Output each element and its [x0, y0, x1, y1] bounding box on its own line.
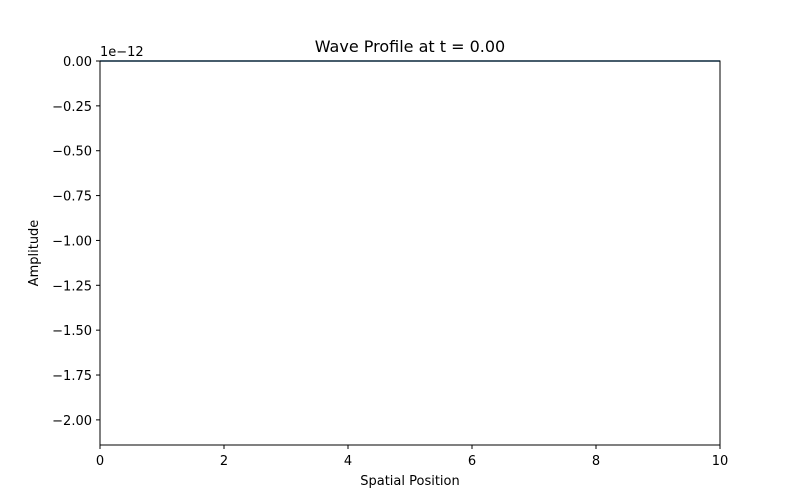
y-tick-label: −1.25 — [52, 279, 92, 294]
x-tick-label: 0 — [96, 454, 104, 469]
x-tick-label: 10 — [712, 454, 729, 469]
plot-area: 0 2 4 6 8 10 0.00 −0.25 −0.50 −0.75 −1.00 −1.25 −1.5… — [52, 55, 728, 469]
x-tick-label: 4 — [344, 454, 352, 469]
chart-title: Wave Profile at t = 0.00 — [315, 37, 505, 56]
x-axis-label: Spatial Position — [360, 474, 460, 489]
y-tick-label: −0.50 — [52, 145, 92, 160]
x-tick-label: 2 — [220, 454, 228, 469]
y-tick-label: −1.75 — [52, 369, 92, 384]
x-tick-label: 6 — [468, 454, 476, 469]
y-offset-label: 1e−12 — [100, 45, 144, 60]
y-tick-label: −0.75 — [52, 190, 92, 205]
x-tick-label: 8 — [592, 454, 600, 469]
y-tick-label: −1.50 — [52, 324, 92, 339]
y-tick-label: −2.00 — [52, 414, 92, 429]
y-axis-label: Amplitude — [27, 220, 42, 287]
y-tick-label: 0.00 — [63, 55, 92, 70]
y-tick-label: −0.25 — [52, 100, 92, 115]
plot-frame — [99, 60, 721, 446]
y-tick-label: −1.00 — [52, 234, 92, 249]
